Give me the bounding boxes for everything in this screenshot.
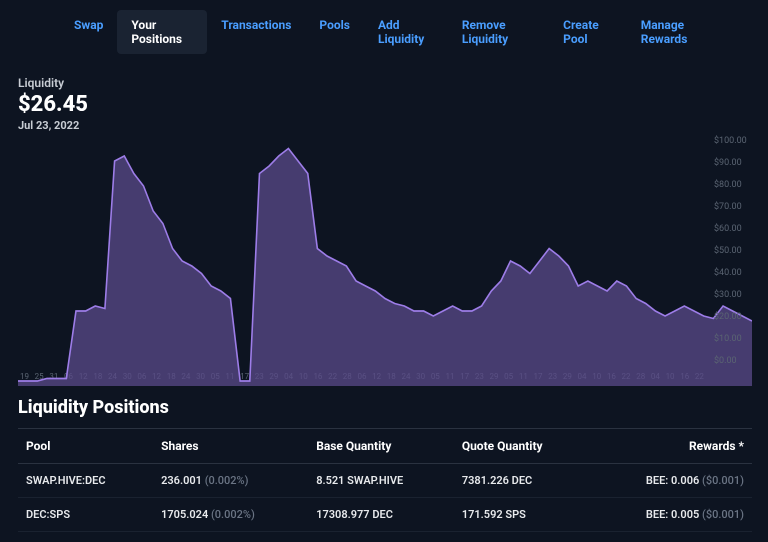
- nav-tabs: SwapYour PositionsTransactionsPoolsAdd L…: [0, 0, 768, 54]
- y-tick: $100.00: [714, 136, 747, 146]
- positions-table: PoolSharesBase QuantityQuote QuantityRew…: [18, 428, 752, 532]
- y-tick: $20.00: [714, 312, 742, 322]
- liquidity-label: Liquidity: [18, 76, 752, 90]
- tab-add-liquidity[interactable]: Add Liquidity: [364, 10, 448, 54]
- tab-transactions[interactable]: Transactions: [207, 10, 305, 54]
- cell: SWAP.HIVE:DEC: [18, 464, 153, 498]
- tab-manage-rewards[interactable]: Manage Rewards: [627, 10, 728, 54]
- col-quote-quantity: Quote Quantity: [454, 429, 591, 464]
- liquidity-value: $26.45: [18, 92, 752, 117]
- col-rewards-: Rewards *: [591, 429, 752, 464]
- cell: 171.592 SPS: [454, 498, 591, 532]
- tab-pools[interactable]: Pools: [305, 10, 364, 54]
- cell: 7381.226 DEC: [454, 464, 591, 498]
- col-pool: Pool: [18, 429, 153, 464]
- y-tick: $90.00: [714, 158, 742, 168]
- y-tick: $60.00: [714, 224, 742, 234]
- cell: 236.001 (0.002%): [153, 464, 308, 498]
- cell: DEC:SPS: [18, 498, 153, 532]
- table-row[interactable]: DEC:SPS1705.024 (0.002%)17308.977 DEC171…: [18, 498, 752, 532]
- tab-remove-liquidity[interactable]: Remove Liquidity: [448, 10, 549, 54]
- positions-heading: Liquidity Positions: [18, 397, 752, 418]
- y-tick: $80.00: [714, 180, 742, 190]
- cell: 17308.977 DEC: [308, 498, 454, 532]
- y-tick: $70.00: [714, 202, 742, 212]
- y-tick: $40.00: [714, 268, 742, 278]
- liquidity-chart: $100.00 $90.00 $80.00 $70.00 $60.00 $50.00 $40…: [18, 136, 752, 386]
- cell: 1705.024 (0.002%): [153, 498, 308, 532]
- y-tick: $10.00: [714, 334, 742, 344]
- chart-area: [18, 149, 752, 387]
- col-base-quantity: Base Quantity: [308, 429, 454, 464]
- y-tick: $50.00: [714, 246, 742, 256]
- y-tick: $0.00: [714, 356, 737, 366]
- cell: BEE: 0.005 ($0.001): [591, 498, 752, 532]
- col-shares: Shares: [153, 429, 308, 464]
- cell: 8.521 SWAP.HIVE: [308, 464, 454, 498]
- tab-swap[interactable]: Swap: [60, 10, 117, 54]
- table-row[interactable]: SWAP.HIVE:DEC236.001 (0.002%)8.521 SWAP.…: [18, 464, 752, 498]
- cell: BEE: 0.006 ($0.001): [591, 464, 752, 498]
- y-tick: $30.00: [714, 290, 742, 300]
- liquidity-date: Jul 23, 2022: [18, 119, 752, 132]
- tab-your-positions[interactable]: Your Positions: [117, 10, 207, 54]
- tab-create-pool[interactable]: Create Pool: [549, 10, 627, 54]
